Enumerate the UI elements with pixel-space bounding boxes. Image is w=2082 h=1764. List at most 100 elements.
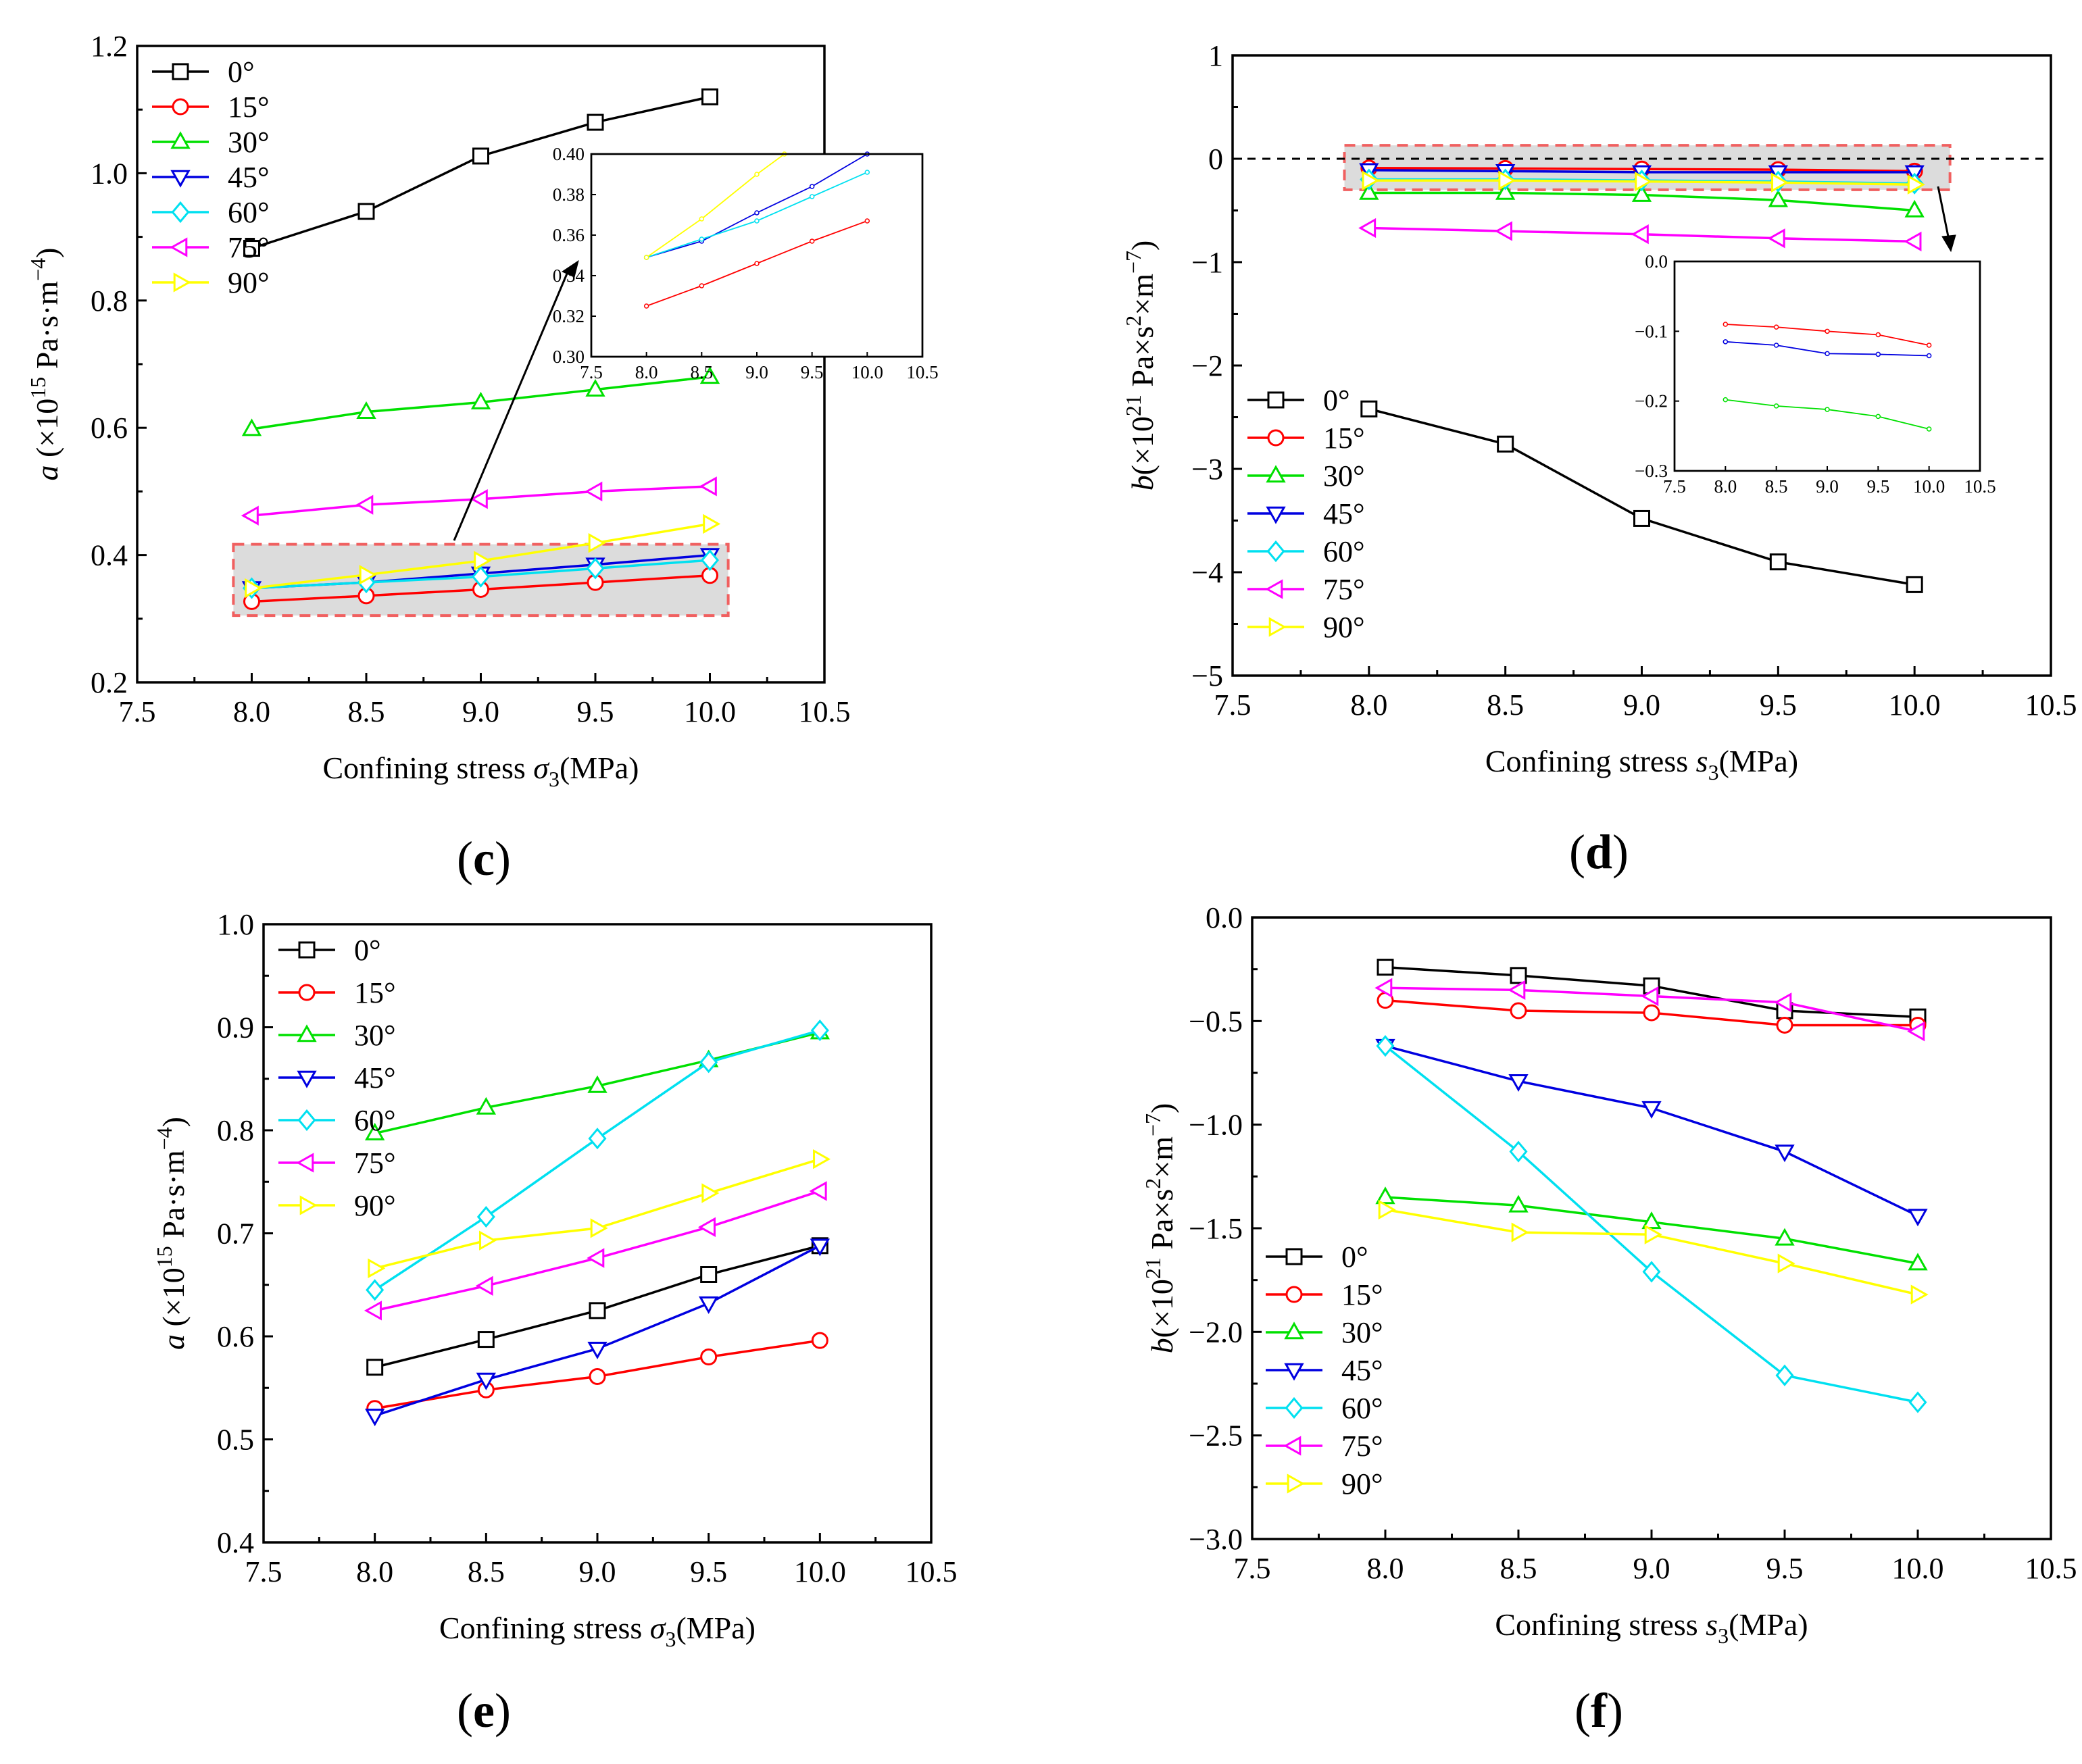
y-tick-label: −1.5 <box>1189 1212 1243 1245</box>
data-point <box>1774 992 1792 1013</box>
legend-item: 30° <box>1266 1316 1383 1349</box>
y-tick-label: 0.2 <box>91 666 128 699</box>
y-tick-label: 1.2 <box>91 30 128 63</box>
y-tick-label: 0.9 <box>217 1011 254 1044</box>
legend-item: 45° <box>152 161 270 194</box>
legend-item: 90° <box>1247 611 1365 644</box>
data-point <box>241 505 259 526</box>
inset-frame-bg <box>1673 260 1981 472</box>
data-point <box>366 1359 384 1376</box>
panel-e: 7.5 8.0 8.5 9.0 9.5 10.0 10.5 0.4 0.5 0.6 0.7 0.8 0.… <box>152 908 958 1738</box>
legend: 0° 15° 30° 45° 60° 75° 90° <box>1266 1240 1383 1501</box>
inset-series <box>643 151 787 260</box>
y-tick-label: 0.4 <box>217 1526 254 1559</box>
data-point <box>475 1276 493 1296</box>
data-point <box>1635 171 1653 192</box>
data-point <box>1360 400 1378 418</box>
y-tick-label: 1.0 <box>91 157 128 190</box>
data-point <box>699 1051 718 1074</box>
inset-series <box>1722 339 1932 359</box>
data-point <box>810 1019 829 1042</box>
series-c-5 <box>241 476 717 526</box>
legend-item: 45° <box>1266 1354 1383 1387</box>
data-point <box>810 1238 831 1257</box>
inset-arrow-head <box>1941 234 1956 253</box>
panel-label: (f) <box>1575 1684 1623 1738</box>
y-tick-label: −1 <box>1191 246 1223 279</box>
y-tick-label: 1 <box>1208 39 1223 72</box>
y-axis-label: a (×1015 Pa·s·m−4) <box>152 1117 191 1350</box>
legend-marker <box>170 131 191 149</box>
y-tick-label: −3 <box>1191 453 1223 486</box>
legend-item: 0° <box>152 55 255 89</box>
legend-marker <box>1266 540 1285 563</box>
inset-x-tick-label: 8.0 <box>635 362 658 382</box>
data-point <box>355 495 374 515</box>
legend-label: 90° <box>354 1189 396 1222</box>
legend-marker <box>1285 1286 1303 1303</box>
inset-data-point <box>1722 322 1729 327</box>
x-tick-label: 10.5 <box>799 695 851 728</box>
data-point <box>1497 435 1514 453</box>
legend-label: 45° <box>354 1061 396 1094</box>
data-point <box>359 565 377 585</box>
legend-marker <box>172 63 189 80</box>
inset-data-point <box>1773 403 1779 409</box>
inset-data-point <box>809 238 815 244</box>
data-point <box>703 513 721 534</box>
legend-item: 45° <box>1247 497 1365 530</box>
panel-label: (e) <box>457 1684 511 1738</box>
legend-label: 75° <box>1323 573 1365 606</box>
legend-item: 90° <box>152 266 270 299</box>
x-tick-label: 9.0 <box>1623 688 1660 722</box>
inset-data-point <box>1825 351 1830 357</box>
data-point <box>1767 228 1785 249</box>
data-point <box>1631 184 1652 202</box>
data-point <box>1494 221 1512 241</box>
x-tick-label: 7.5 <box>119 695 156 728</box>
data-point <box>476 1206 495 1228</box>
inset-data-point <box>1926 343 1932 348</box>
data-point <box>811 1332 828 1349</box>
series-f-3 <box>1375 1038 1928 1227</box>
inset-data-point <box>1926 426 1932 432</box>
data-point <box>1358 218 1377 238</box>
legend-marker <box>298 941 316 959</box>
legend-marker <box>170 170 191 188</box>
data-point <box>585 481 603 502</box>
legend-marker <box>1285 1396 1304 1419</box>
data-point <box>471 565 491 588</box>
legend-item: 75° <box>278 1146 396 1180</box>
inset-data-point <box>699 236 705 242</box>
data-point <box>1910 1284 1929 1305</box>
legend-marker <box>296 1153 314 1173</box>
legend-marker <box>1267 429 1285 447</box>
legend-item: 0° <box>278 934 381 967</box>
data-point <box>700 1349 718 1365</box>
legend-item: 60° <box>278 1104 396 1137</box>
x-tick-label: 9.0 <box>462 695 499 728</box>
series-e-3 <box>364 1238 831 1427</box>
data-point <box>1374 978 1393 998</box>
data-point <box>699 476 717 497</box>
legend-label: 15° <box>354 976 396 1009</box>
legend-item: 30° <box>152 126 270 159</box>
y-tick-label: 0.0 <box>1206 901 1243 934</box>
legend-marker <box>298 984 316 1001</box>
x-tick-label: 10.5 <box>906 1555 958 1588</box>
data-point <box>1641 986 1659 1007</box>
legend-marker <box>1266 506 1286 524</box>
inset-data-point <box>1773 324 1779 330</box>
y-tick-label: 0.4 <box>91 539 128 572</box>
legend: 0° 15° 30° 45° 60° 75° 90° <box>1247 384 1365 644</box>
data-point <box>1498 170 1516 191</box>
data-point <box>1908 1253 1928 1271</box>
legend-item: 60° <box>152 196 270 229</box>
inset-x-tick-label: 10.5 <box>906 362 938 382</box>
x-tick-label: 8.0 <box>1350 688 1387 722</box>
x-tick-label: 8.0 <box>233 695 270 728</box>
inset-data-point <box>754 261 760 266</box>
inset-data-point <box>754 210 760 216</box>
legend-item: 0° <box>1247 384 1350 417</box>
